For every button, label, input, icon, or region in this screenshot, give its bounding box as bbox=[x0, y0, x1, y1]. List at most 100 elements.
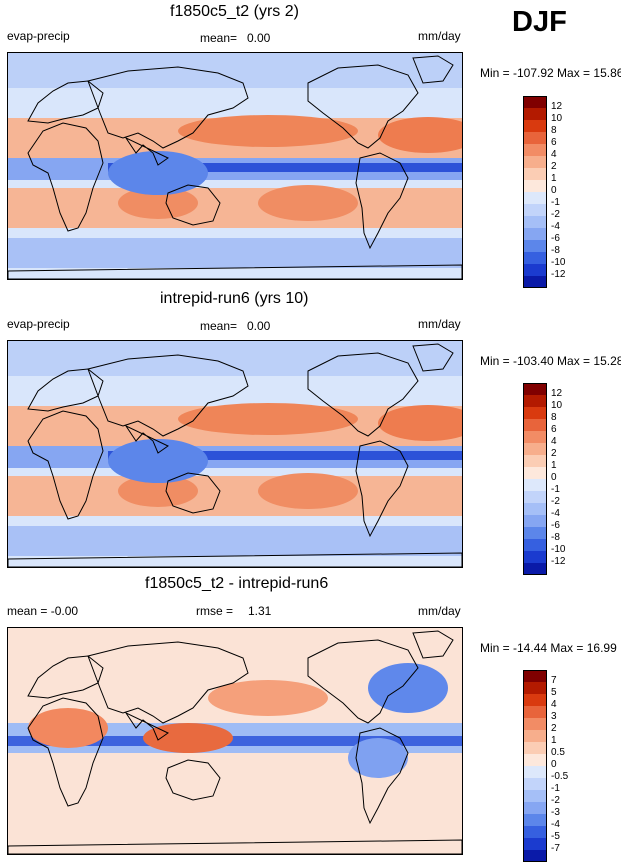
panel-1-mean-label: mean= bbox=[200, 31, 238, 45]
panel-2-map bbox=[7, 340, 463, 568]
colorbar-cell bbox=[523, 383, 547, 395]
field-blob bbox=[348, 738, 408, 778]
colorbar-tick-label: -8 bbox=[551, 532, 560, 543]
panel-1-mean-value: 0.00 bbox=[247, 31, 271, 45]
colorbar-tick-label: 1 bbox=[551, 173, 557, 184]
colorbar-cell bbox=[523, 539, 547, 551]
colorbar-tick-label: 2 bbox=[551, 161, 557, 172]
colorbar-cell bbox=[523, 670, 547, 682]
continent-outline bbox=[124, 711, 169, 741]
field-band bbox=[108, 163, 462, 172]
colorbar-tick-label: -1 bbox=[551, 197, 560, 208]
colorbar-tick-label: -6 bbox=[551, 520, 560, 531]
colorbar-tick-label: 8 bbox=[551, 412, 557, 423]
season-label: DJF bbox=[512, 6, 567, 38]
colorbar-cell bbox=[523, 563, 547, 575]
colorbar-cell bbox=[523, 431, 547, 443]
colorbar-cell bbox=[523, 551, 547, 563]
map-field-layer bbox=[8, 628, 462, 854]
colorbar-tick-label: -2 bbox=[551, 795, 560, 806]
field-band bbox=[8, 476, 462, 516]
colorbar-cell bbox=[523, 826, 547, 838]
field-blob bbox=[258, 473, 358, 509]
panel-2-units: mm/day bbox=[418, 317, 461, 331]
panel-3-title: f1850c5_t2 - intrepid-run6 bbox=[145, 575, 329, 592]
colorbar-tick-label: -1 bbox=[551, 484, 560, 495]
colorbar-cell bbox=[523, 778, 547, 790]
continent-outline bbox=[8, 264, 462, 279]
continent-outline bbox=[27, 655, 104, 699]
panel-2-mean-label: mean= bbox=[200, 319, 238, 333]
continent-outline bbox=[27, 410, 104, 520]
panel-3-minmax: Min = -14.44 Max = 16.99 bbox=[480, 641, 617, 655]
continent-outline bbox=[412, 343, 454, 372]
panel-2-minmax: Min = -103.40 Max = 15.28 bbox=[480, 354, 621, 368]
continent-outline bbox=[8, 552, 462, 567]
colorbar-tick-label: -4 bbox=[551, 221, 560, 232]
continent-outline bbox=[355, 727, 409, 825]
colorbar-cell bbox=[523, 790, 547, 802]
field-band bbox=[108, 451, 462, 460]
continent-outline bbox=[124, 136, 169, 166]
continent-outline bbox=[87, 66, 249, 149]
colorbar-tick-label: -7 bbox=[551, 843, 560, 854]
continent-outline bbox=[27, 122, 104, 232]
colorbar-tick-label: 0 bbox=[551, 185, 557, 196]
panel-2-title: intrepid-run6 (yrs 10) bbox=[160, 290, 309, 307]
colorbar-tick-label: 2 bbox=[551, 723, 557, 734]
colorbar-tick-label: 6 bbox=[551, 137, 557, 148]
panel-1-variable: evap-precip bbox=[7, 29, 70, 43]
colorbar-tick-label: 1 bbox=[551, 460, 557, 471]
field-band bbox=[8, 188, 462, 228]
continent-outline bbox=[87, 641, 249, 724]
panel-1-title: f1850c5_t2 (yrs 2) bbox=[170, 3, 299, 20]
colorbar-cell bbox=[523, 754, 547, 766]
field-blob bbox=[378, 405, 462, 441]
colorbar-cell bbox=[523, 395, 547, 407]
colorbar-cell bbox=[523, 682, 547, 694]
panel-1-map-svg bbox=[8, 53, 462, 279]
colorbar-cell bbox=[523, 527, 547, 539]
colorbar-cell bbox=[523, 156, 547, 168]
colorbar-tick-label: 5 bbox=[551, 687, 557, 698]
colorbar-cell bbox=[523, 706, 547, 718]
colorbar-cell bbox=[523, 407, 547, 419]
field-blob bbox=[118, 475, 198, 507]
continent-outline bbox=[307, 639, 419, 724]
colorbar-cell bbox=[523, 479, 547, 491]
panel-3-mean: mean = -0.00 bbox=[7, 604, 79, 618]
colorbar-tick-label: -5 bbox=[551, 831, 560, 842]
colorbar-tick-label: 0 bbox=[551, 759, 557, 770]
field-band bbox=[8, 341, 462, 376]
colorbar-cell bbox=[523, 132, 547, 144]
colorbar-tick-label: -0.5 bbox=[551, 771, 569, 782]
colorbar-tick-label: -10 bbox=[551, 544, 566, 555]
continent-outlines bbox=[8, 630, 462, 854]
colorbar-cell bbox=[523, 192, 547, 204]
colorbar-cell bbox=[523, 766, 547, 778]
colorbar-cell bbox=[523, 503, 547, 515]
panel-3-map-svg bbox=[8, 628, 462, 854]
colorbar-cell bbox=[523, 455, 547, 467]
field-blob bbox=[143, 723, 233, 753]
colorbar-tick-label: -3 bbox=[551, 807, 560, 818]
field-blob bbox=[108, 439, 208, 483]
colorbar-tick-label: 8 bbox=[551, 125, 557, 136]
continent-outline bbox=[165, 759, 221, 801]
colorbar-cell bbox=[523, 252, 547, 264]
colorbar-tick-label: 4 bbox=[551, 149, 557, 160]
colorbar-cell bbox=[523, 228, 547, 240]
continent-outline bbox=[412, 55, 454, 84]
continent-outline bbox=[27, 368, 104, 412]
field-blob bbox=[178, 115, 358, 147]
field-blob bbox=[378, 117, 462, 153]
field-blob bbox=[28, 708, 108, 748]
field-band bbox=[8, 526, 462, 556]
colorbar-tick-label: 1 bbox=[551, 735, 557, 746]
colorbar-tick-label: 0.5 bbox=[551, 747, 565, 758]
colorbar-tick-label: -4 bbox=[551, 819, 560, 830]
colorbar-tick-label: -2 bbox=[551, 209, 560, 220]
panel-3-rmse-value: 1.31 bbox=[248, 604, 272, 618]
panel-2-map-svg bbox=[8, 341, 462, 567]
colorbar-tick-label: 0 bbox=[551, 472, 557, 483]
